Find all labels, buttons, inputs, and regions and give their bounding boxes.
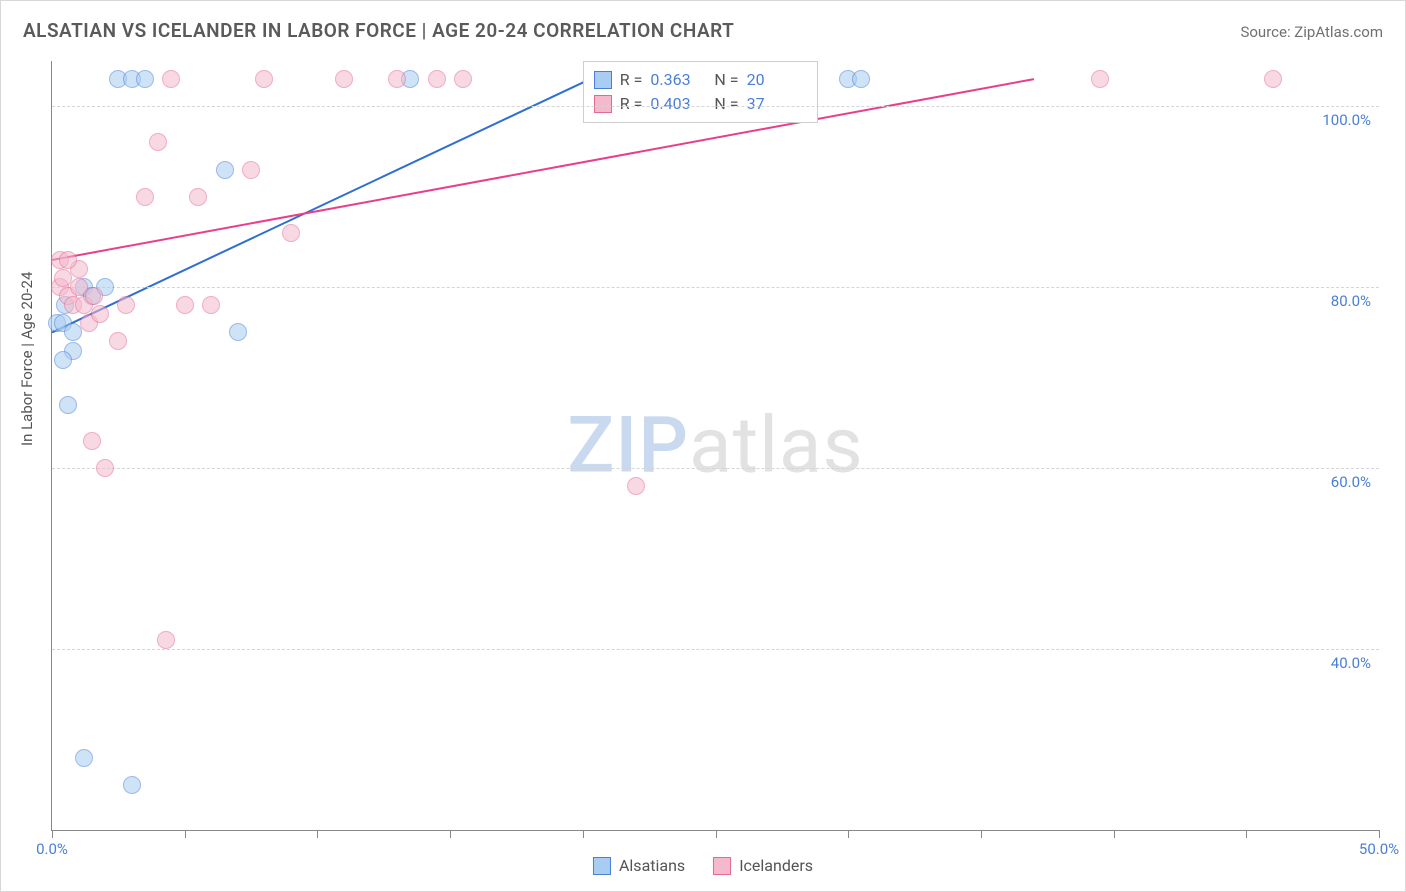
x-tick-label: 50.0% [1359, 840, 1399, 858]
scatter-point [59, 251, 77, 269]
legend-label: Alsatians [619, 856, 685, 875]
chart-title: ALSATIAN VS ICELANDER IN LABOR FORCE | A… [23, 19, 734, 42]
legend-swatch [594, 95, 612, 113]
gridline [52, 287, 1379, 288]
x-tick [981, 830, 982, 838]
x-tick-label: 0.0% [36, 840, 68, 858]
scatter-point [149, 133, 167, 151]
scatter-point [117, 296, 135, 314]
legend-swatch [713, 857, 731, 875]
scatter-point [136, 70, 154, 88]
watermark-zip: ZIP [567, 400, 689, 491]
trend-line [52, 70, 609, 332]
n-label: N = [714, 92, 738, 116]
scatter-point [96, 459, 114, 477]
correlation-legend: R = 0.363 N = 20 R = 0.403 N = 37 [583, 61, 818, 123]
x-tick [317, 830, 318, 838]
y-tick-label: 60.0% [1331, 473, 1371, 491]
n-label: N = [714, 68, 738, 92]
r-label: R = [620, 92, 643, 116]
scatter-point [162, 70, 180, 88]
scatter-point [85, 287, 103, 305]
legend-swatch [594, 71, 612, 89]
x-tick [1114, 830, 1115, 838]
x-tick [1246, 830, 1247, 838]
scatter-point [255, 70, 273, 88]
scatter-point [229, 323, 247, 341]
scatter-point [176, 296, 194, 314]
scatter-point [59, 396, 77, 414]
scatter-point [136, 188, 154, 206]
scatter-point [54, 351, 72, 369]
scatter-point [852, 70, 870, 88]
scatter-point [627, 477, 645, 495]
y-tick-label: 40.0% [1331, 654, 1371, 672]
r-label: R = [620, 68, 643, 92]
scatter-point [282, 224, 300, 242]
gridline [52, 649, 1379, 650]
gridline [52, 468, 1379, 469]
scatter-point [388, 70, 406, 88]
scatter-point [91, 305, 109, 323]
legend-row: R = 0.403 N = 37 [594, 92, 803, 116]
legend-item: Icelanders [713, 856, 813, 875]
scatter-point [454, 70, 472, 88]
source-label: Source: ZipAtlas.com [1240, 23, 1383, 41]
y-axis-label: In Labor Force | Age 20-24 [18, 272, 36, 446]
scatter-point [202, 296, 220, 314]
scatter-point [1264, 70, 1282, 88]
chart-header: ALSATIAN VS ICELANDER IN LABOR FORCE | A… [23, 19, 1383, 42]
scatter-point [64, 323, 82, 341]
legend-swatch [593, 857, 611, 875]
y-tick-label: 100.0% [1322, 111, 1371, 129]
scatter-point [216, 161, 234, 179]
legend-row: R = 0.363 N = 20 [594, 68, 803, 92]
scatter-point [109, 332, 127, 350]
y-tick-label: 80.0% [1331, 292, 1371, 310]
series-legend: Alsatians Icelanders [593, 856, 813, 875]
x-tick [848, 830, 849, 838]
gridline [52, 106, 1379, 107]
scatter-point [335, 70, 353, 88]
n-value: 20 [747, 68, 803, 92]
watermark-atlas: atlas [689, 400, 864, 491]
x-tick [185, 830, 186, 838]
x-tick [450, 830, 451, 838]
scatter-point [75, 749, 93, 767]
legend-label: Icelanders [739, 856, 813, 875]
scatter-point [83, 432, 101, 450]
scatter-point [157, 631, 175, 649]
r-value: 0.403 [650, 92, 706, 116]
scatter-point [242, 161, 260, 179]
n-value: 37 [747, 92, 803, 116]
scatter-point [1091, 70, 1109, 88]
legend-item: Alsatians [593, 856, 685, 875]
plot-area: ZIPatlas R = 0.363 N = 20 R = 0.403 N = 37 40.0… [51, 61, 1379, 831]
chart-container: ALSATIAN VS ICELANDER IN LABOR FORCE | A… [0, 0, 1406, 892]
x-tick [583, 830, 584, 838]
watermark: ZIPatlas [567, 400, 864, 491]
x-tick [52, 830, 53, 838]
scatter-point [123, 776, 141, 794]
scatter-point [189, 188, 207, 206]
r-value: 0.363 [650, 68, 706, 92]
x-tick [1379, 830, 1380, 838]
x-tick [716, 830, 717, 838]
scatter-point [428, 70, 446, 88]
